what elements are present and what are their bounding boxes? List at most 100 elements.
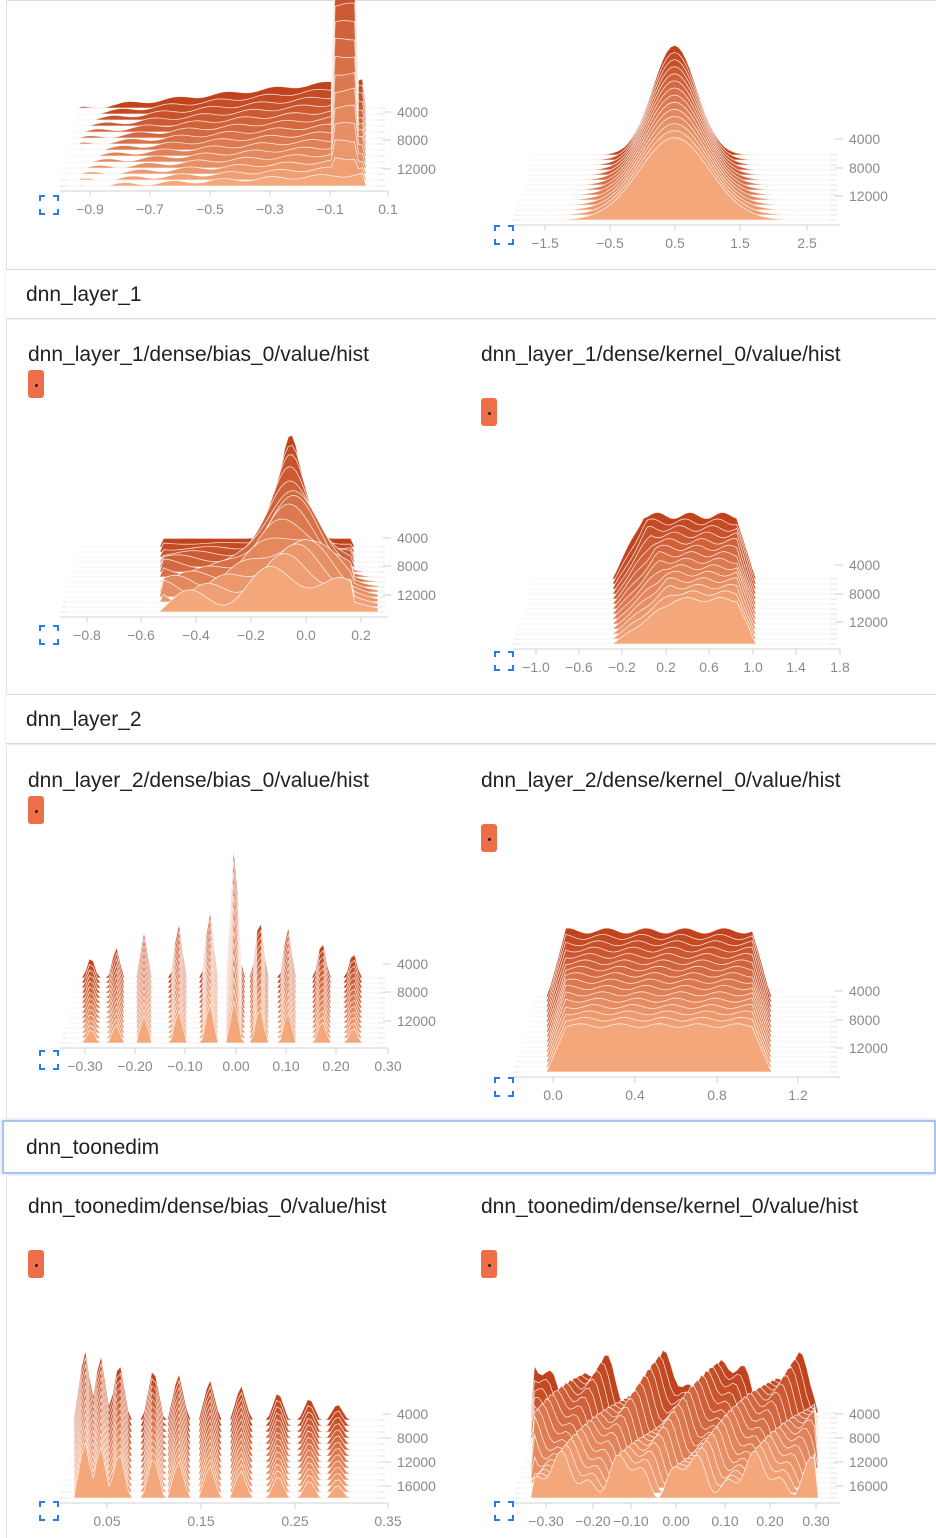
histogram-row (66, 104, 378, 163)
expand-icon[interactable] (38, 1049, 60, 1071)
x-tick-label: −0.8 (73, 627, 101, 643)
y-tick-label: 12000 (397, 587, 436, 603)
y-tick-label: 12000 (397, 161, 436, 177)
x-tick-label: 0.30 (802, 1513, 829, 1529)
y-tick-label: 4000 (397, 530, 428, 546)
section-title: dnn_layer_1 (26, 283, 142, 306)
y-tick-label: 4000 (849, 983, 880, 999)
histogram-row (66, 565, 379, 613)
y-tick-label: 8000 (397, 558, 428, 574)
y-tick-label: 4000 (849, 1406, 880, 1422)
y-tick-label: 4000 (849, 557, 880, 573)
expand-icon[interactable] (38, 194, 60, 216)
expand-icon[interactable] (493, 1076, 515, 1098)
x-tick-label: −0.20 (117, 1058, 153, 1074)
histogram-chart: 4000 8000 12000 −0.30 −0.20 −0.10 0.00 0.10 0.20… (38, 849, 436, 1074)
histogram-row (519, 137, 830, 221)
run-color-badge[interactable] (481, 824, 497, 852)
histogram-row (66, 157, 378, 181)
y-tick-label: 12000 (849, 188, 888, 204)
y-tick-label: 8000 (397, 1430, 428, 1446)
x-tick-label: 0.6 (699, 659, 719, 675)
section-body-dnn-layer-1 (6, 320, 936, 693)
histogram-row (519, 1450, 830, 1499)
expand-icon[interactable] (38, 1500, 60, 1522)
x-tick-label: 0.20 (322, 1058, 349, 1074)
x-tick-label: −0.6 (565, 659, 593, 675)
card-title: dnn_layer_2/dense/kernel_0/value/hist (481, 769, 841, 792)
y-tick-label: 4000 (397, 956, 428, 972)
x-tick-label: 0.5 (665, 235, 685, 251)
card-title: dnn_layer_1/dense/bias_0/value/hist (28, 343, 369, 366)
x-tick-label: 0.15 (187, 1513, 214, 1529)
x-tick-label: −0.20 (575, 1513, 611, 1529)
section-title: dnn_toonedim (26, 1136, 160, 1159)
histogram-row (66, 1000, 378, 1044)
histogram-row (66, 122, 378, 169)
x-tick-label: −0.6 (127, 627, 155, 643)
x-tick-label: −1.0 (522, 659, 550, 675)
run-color-badge[interactable] (28, 1250, 44, 1278)
histogram-row (519, 596, 830, 645)
expand-icon[interactable] (38, 624, 60, 646)
x-tick-label: 0.2 (656, 659, 676, 675)
x-tick-label: 0.10 (272, 1058, 299, 1074)
x-tick-label: −0.10 (613, 1513, 649, 1529)
card-title: dnn_layer_1/dense/kernel_0/value/hist (481, 343, 841, 366)
x-tick-label: 1.4 (786, 659, 806, 675)
expand-icon[interactable] (493, 650, 515, 672)
histogram-row (519, 1023, 830, 1073)
y-tick-label: 8000 (849, 586, 880, 602)
section-body-dnn-layer-2 (6, 746, 936, 1118)
x-tick-label: 0.05 (93, 1513, 120, 1529)
run-color-badge[interactable] (481, 398, 497, 426)
section-title: dnn_layer_2 (26, 708, 142, 731)
x-tick-label: 0.0 (543, 1087, 563, 1103)
section-header-dnn-layer-2[interactable]: dnn_layer_2 (6, 694, 936, 744)
run-color-badge[interactable] (28, 796, 44, 824)
x-tick-label: 1.0 (743, 659, 763, 675)
y-tick-label: 4000 (397, 104, 428, 120)
x-tick-label: 0.1 (378, 201, 398, 217)
x-tick-label: 0.2 (351, 627, 371, 643)
run-color-badge[interactable] (481, 1250, 497, 1278)
section-header-dnn-toonedim[interactable]: dnn_toonedim (2, 1120, 936, 1174)
x-tick-label: −0.30 (67, 1058, 103, 1074)
y-tick-label: 12000 (849, 614, 888, 630)
y-tick-label: 16000 (397, 1478, 436, 1494)
histogram-row (66, 907, 378, 1004)
x-tick-label: −0.5 (196, 201, 224, 217)
x-tick-label: −0.7 (136, 201, 164, 217)
x-tick-label: 0.10 (711, 1513, 738, 1529)
x-tick-label: 1.5 (730, 235, 750, 251)
expand-icon[interactable] (493, 224, 515, 246)
x-tick-label: 1.8 (830, 659, 850, 675)
x-tick-label: −0.5 (596, 235, 624, 251)
x-tick-label: −0.2 (608, 659, 636, 675)
x-tick-label: 1.2 (788, 1087, 808, 1103)
run-color-badge[interactable] (28, 370, 44, 398)
x-tick-label: 0.4 (625, 1087, 645, 1103)
histogram-row (66, 872, 378, 989)
y-tick-label: 12000 (397, 1454, 436, 1470)
x-tick-label: 0.35 (374, 1513, 401, 1529)
histogram-row (66, 1442, 378, 1499)
histogram-chart: 4000 8000 12000 16000 −0.30 −0.20 −0.10 0.00 0.1… (493, 1349, 888, 1529)
x-tick-label: 0.00 (662, 1513, 689, 1529)
y-tick-label: 8000 (397, 132, 428, 148)
y-tick-label: 12000 (849, 1454, 888, 1470)
card-title: dnn_toonedim/dense/bias_0/value/hist (28, 1195, 387, 1218)
expand-icon[interactable] (493, 1500, 515, 1522)
y-tick-label: 12000 (397, 1013, 436, 1029)
x-tick-label: −0.1 (316, 201, 344, 217)
x-tick-label: −0.2 (237, 627, 265, 643)
x-tick-label: 0.0 (296, 627, 316, 643)
y-tick-label: 12000 (849, 1040, 888, 1056)
y-tick-label: 8000 (397, 984, 428, 1000)
x-tick-label: −0.3 (256, 201, 284, 217)
x-tick-label: −0.9 (76, 201, 104, 217)
histogram-chart: 4000 8000 12000 −0.9 −0.7 −0.5 −0.3 −0.1 0.1 (38, 0, 436, 217)
card-title: dnn_toonedim/dense/kernel_0/value/hist (481, 1195, 859, 1218)
x-tick-label: 0.8 (707, 1087, 727, 1103)
section-header-dnn-layer-1[interactable]: dnn_layer_1 (6, 269, 936, 319)
